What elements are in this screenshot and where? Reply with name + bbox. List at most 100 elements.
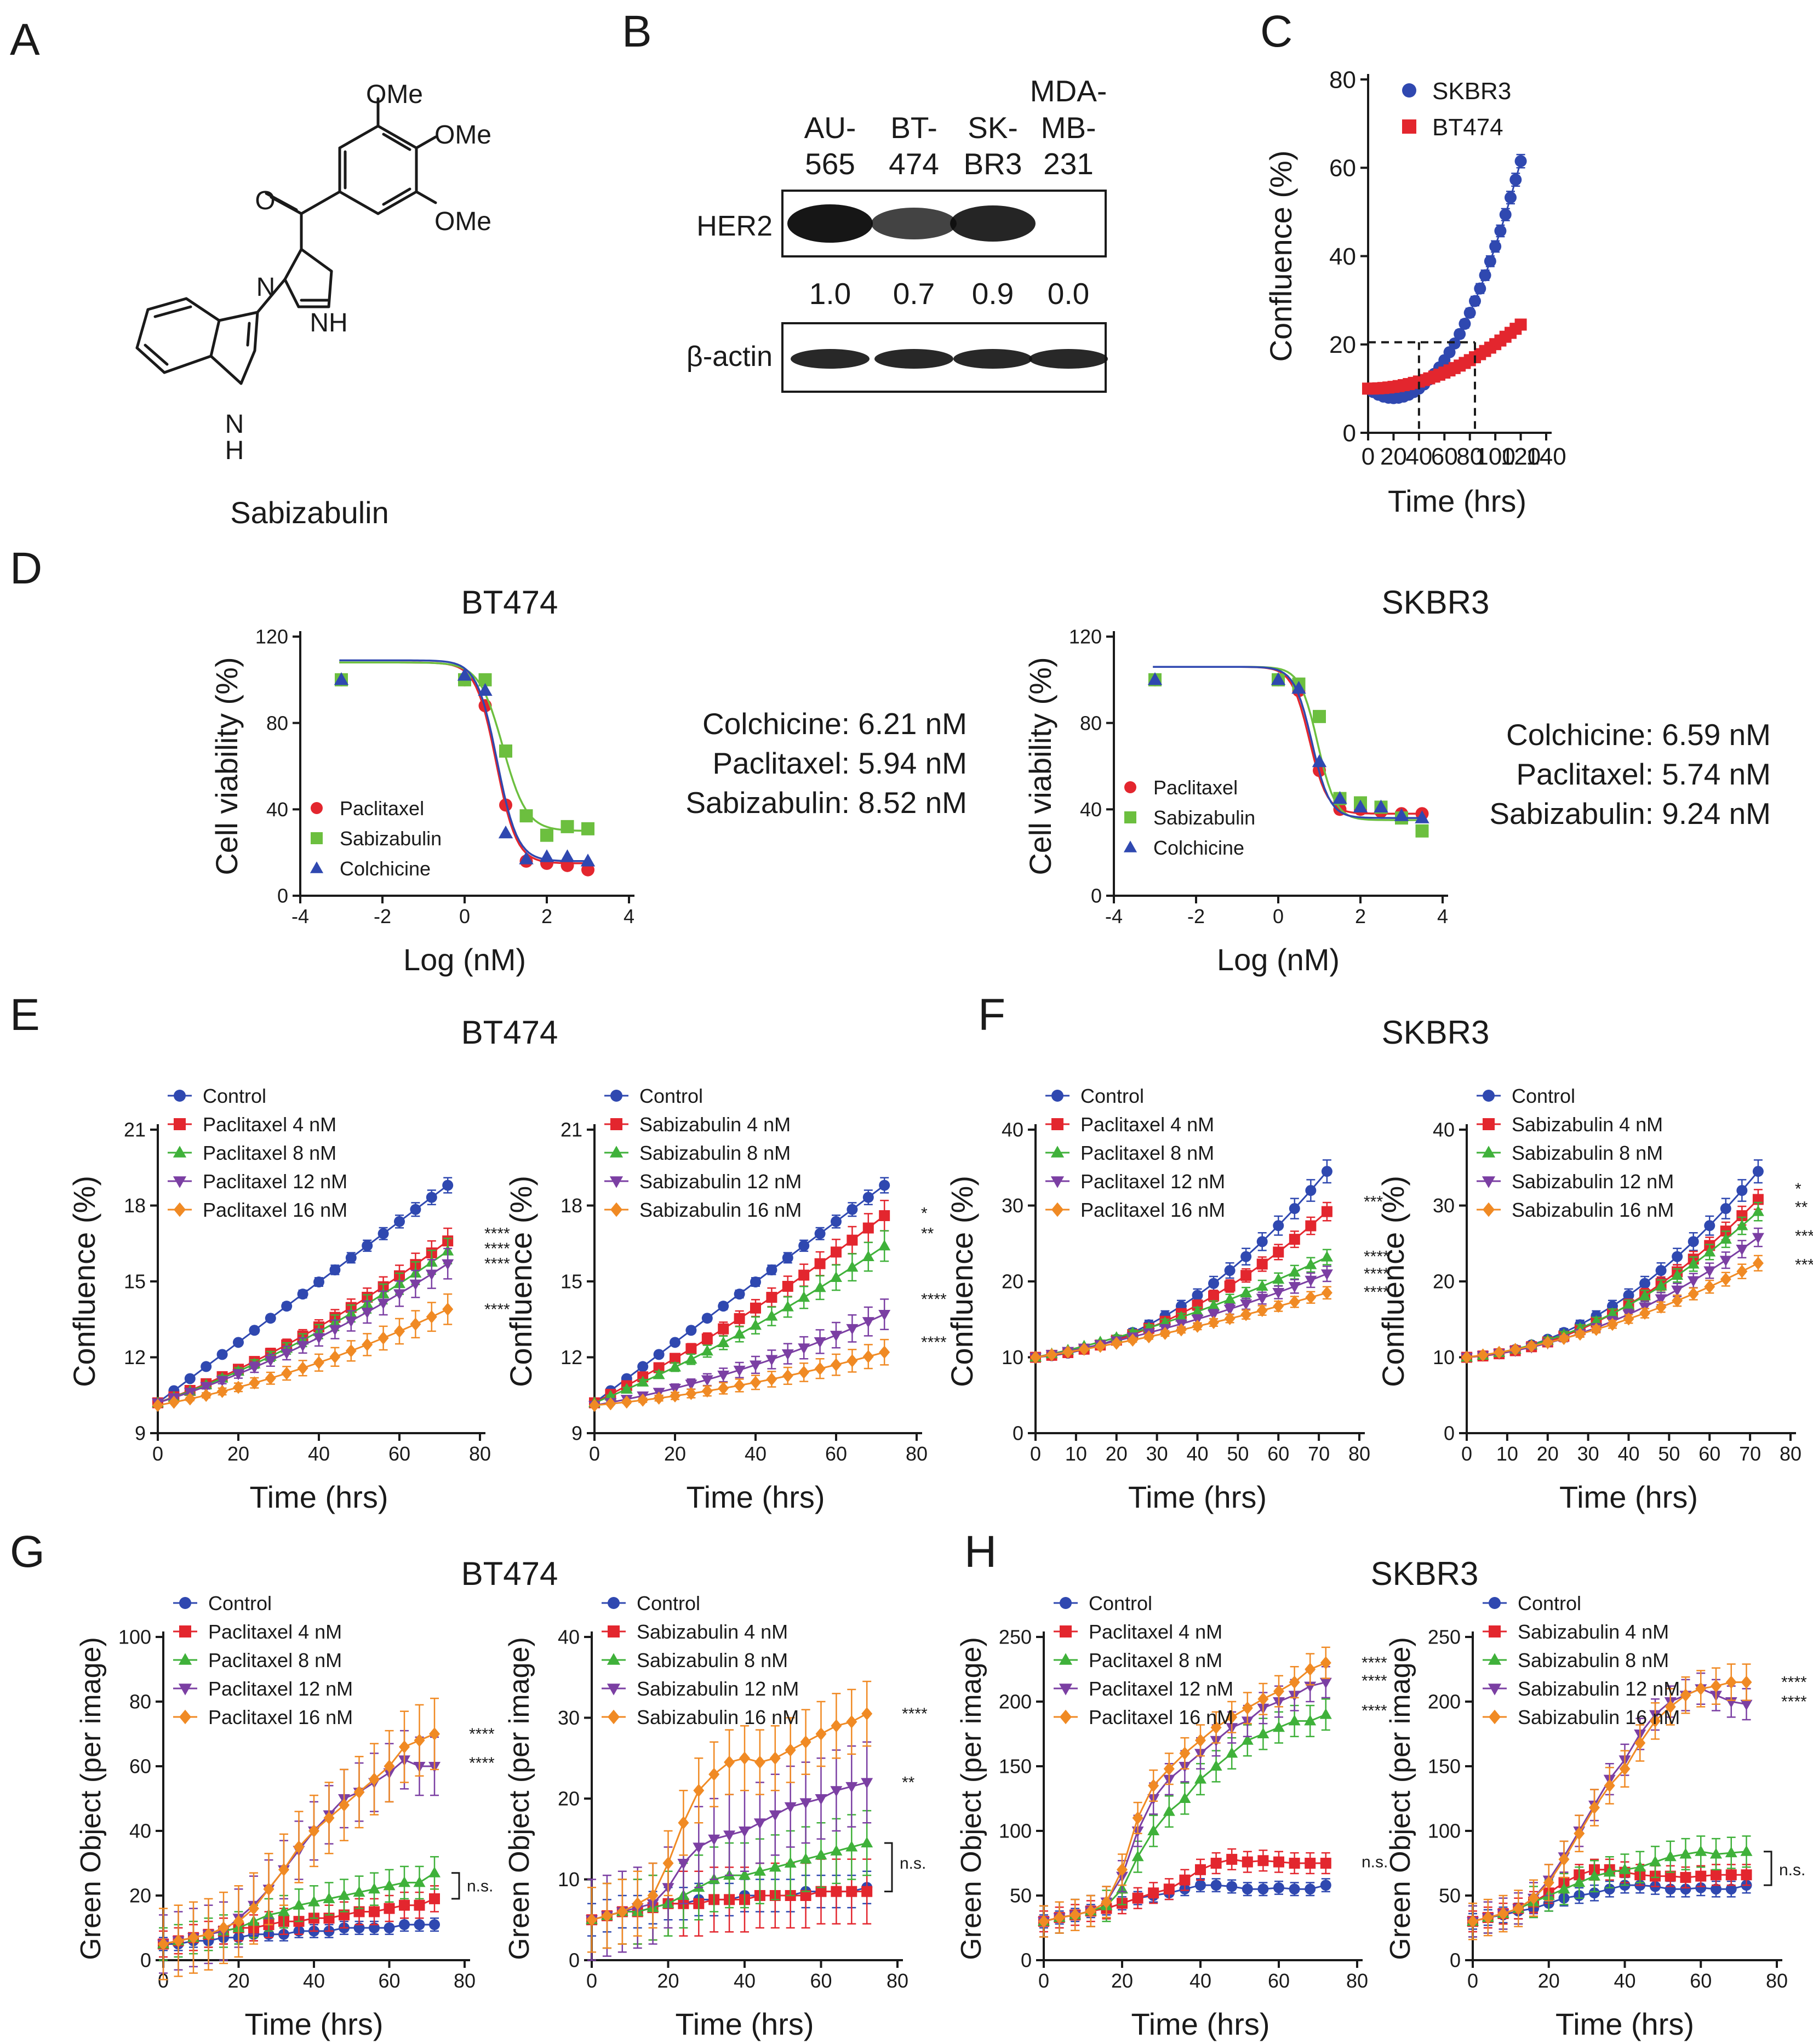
data-point [1736, 1219, 1748, 1230]
legend-marker [610, 1118, 622, 1130]
legend-label: Paclitaxel 8 nM [208, 1649, 342, 1671]
data-point [798, 1269, 810, 1281]
data-point [428, 1866, 441, 1877]
legend-marker [179, 1597, 191, 1609]
data-point [1665, 1870, 1676, 1882]
data-point [201, 1361, 212, 1372]
data-point [1489, 240, 1502, 253]
data-point [1305, 1883, 1316, 1895]
data-point [429, 1919, 440, 1931]
data-point [701, 1375, 713, 1386]
data-point [1320, 1269, 1333, 1280]
significance-label: n.s. [900, 1854, 926, 1873]
data-point [845, 1841, 858, 1852]
legend-label: Paclitaxel 12 nM [1080, 1170, 1225, 1193]
data-point [1313, 709, 1326, 723]
data-point [798, 1343, 810, 1354]
data-point [353, 1785, 365, 1799]
section-title-e: BT474 [461, 1014, 558, 1051]
data-point [1030, 1350, 1041, 1364]
data-point [733, 1365, 746, 1377]
data-point [1305, 1858, 1316, 1869]
structure-bond [209, 354, 243, 385]
legend-label: Paclitaxel 8 nM [203, 1142, 336, 1164]
data-point [561, 858, 574, 872]
legend-label: Paclitaxel 8 nM [1089, 1649, 1222, 1671]
legend-label: Paclitaxel 8 nM [1080, 1142, 1214, 1164]
data-point [1273, 1299, 1284, 1313]
legend-label: Sabizabulin [1153, 806, 1255, 829]
data-point [414, 1733, 425, 1747]
structure-bond [300, 248, 333, 273]
y-tick-label: 50 [1439, 1885, 1461, 1907]
data-point [1312, 754, 1327, 768]
ic50-right-line: Paclitaxel: 5.74 nM [1516, 757, 1771, 791]
data-point [1289, 1203, 1300, 1215]
data-point [293, 1899, 305, 1910]
data-point [1513, 1902, 1524, 1915]
structure-bond [253, 311, 259, 352]
y-axis-label: Green Object (per image) [75, 1637, 107, 1960]
legend-marker [1482, 1146, 1496, 1158]
data-point [313, 1356, 324, 1370]
her2-quant-value: 0.0 [1048, 277, 1089, 311]
data-point [1147, 1824, 1160, 1835]
section-title-d-left: BT474 [461, 584, 558, 621]
y-tick-label: 20 [1433, 1270, 1455, 1293]
data-point [1095, 1339, 1106, 1353]
x-axis-label: Time (hrs) [1128, 1480, 1267, 1514]
significance-label: ** [1795, 1198, 1808, 1216]
y-tick-label: 10 [1433, 1346, 1455, 1369]
data-point [1256, 1258, 1268, 1270]
data-point [1679, 1847, 1692, 1859]
data-point [1273, 1220, 1284, 1232]
data-point [393, 1289, 405, 1300]
data-point [1070, 1908, 1081, 1922]
y-tick-label: 18 [124, 1194, 146, 1217]
data-point [1591, 1322, 1602, 1336]
data-point [765, 1355, 778, 1366]
data-point [750, 1319, 762, 1330]
data-point [830, 1271, 842, 1282]
legend-label: Sabizabulin [340, 827, 442, 850]
data-point [1448, 337, 1461, 350]
data-point [831, 1216, 842, 1227]
x-tick-label: 20 [1380, 443, 1407, 470]
data-point [637, 1393, 649, 1407]
x-tick-label: -4 [1105, 905, 1123, 927]
data-point [218, 1921, 229, 1934]
significance-label: **** [484, 1301, 510, 1319]
data-point [685, 1353, 697, 1364]
data-point [1320, 1251, 1333, 1262]
data-point [1443, 346, 1456, 358]
data-point [1242, 1701, 1253, 1715]
legend-marker [1123, 840, 1137, 852]
her2-label: HER2 [696, 210, 773, 242]
x-axis-label: Log (nM) [1217, 942, 1340, 977]
legend-label: Paclitaxel 4 nM [203, 1113, 336, 1136]
data-point [1159, 1326, 1171, 1340]
significance-label: n.s. [1779, 1861, 1805, 1879]
data-point [1639, 1278, 1651, 1289]
legend-label: Paclitaxel [340, 797, 424, 820]
x-tick-label: 80 [1348, 1442, 1370, 1465]
data-point [678, 1816, 689, 1830]
compound-name: Sabizabulin [230, 495, 389, 530]
legend-marker [1489, 1625, 1501, 1638]
data-point [233, 1381, 244, 1394]
data-point [429, 1727, 440, 1740]
data-point [814, 1258, 826, 1269]
data-point [653, 1392, 665, 1405]
panel-labels: A B C D E F G H [10, 7, 1292, 1577]
data-point [662, 1857, 674, 1870]
data-point [1623, 1290, 1634, 1301]
data-point [184, 1373, 196, 1384]
y-tick-label: 15 [561, 1270, 582, 1293]
data-point [1224, 1265, 1236, 1276]
data-point [1256, 1293, 1268, 1305]
data-point [1179, 1792, 1191, 1803]
legend-label: Paclitaxel 4 nM [1089, 1621, 1222, 1643]
data-point [814, 1228, 826, 1239]
x-tick-label: 0 [589, 1442, 600, 1465]
y-tick-label: 120 [255, 626, 288, 648]
